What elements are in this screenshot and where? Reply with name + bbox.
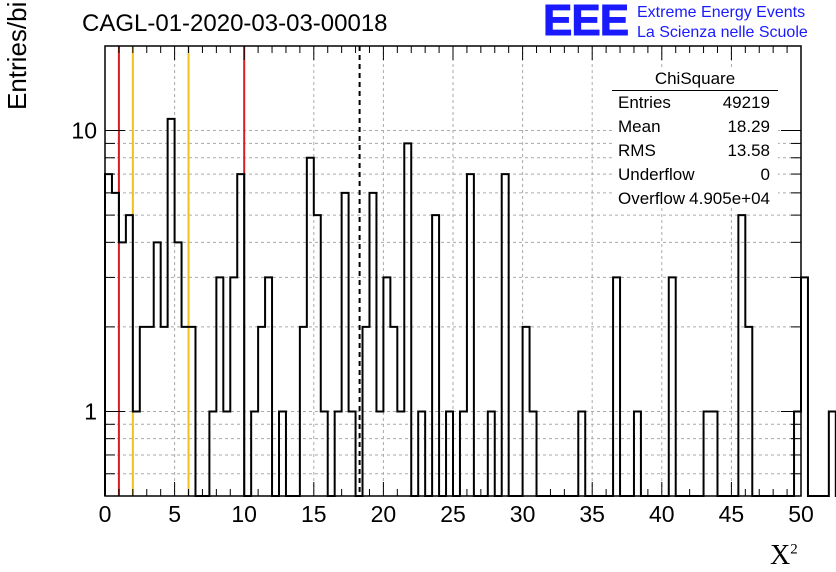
- stats-row-underflow: Underflow 0: [612, 163, 778, 187]
- stats-value: 18.29: [727, 117, 770, 136]
- stats-key: Overflow: [618, 189, 686, 208]
- x-axis-label-base: X: [770, 540, 791, 571]
- stats-key: Underflow: [618, 165, 695, 184]
- stats-row-rms: RMS 13.58: [612, 139, 778, 163]
- eee-logo-mark: EEE: [542, 0, 629, 46]
- stats-value: 13.58: [727, 141, 770, 160]
- x-tick-label: 30: [510, 501, 536, 527]
- logo-line-2: La Scienza nelle Scuole: [637, 24, 808, 41]
- x-tick-label: 25: [440, 501, 466, 527]
- x-tick-label: 0: [99, 501, 112, 527]
- stats-box: ChiSquare Entries 49219 Mean 18.29 RMS 1…: [612, 68, 778, 208]
- chart-title: CAGL-01-2020-03-03-00018: [82, 10, 388, 37]
- x-axis-label-sup: 2: [790, 541, 798, 558]
- x-tick-label: 20: [371, 501, 397, 527]
- y-tick-label: 1: [84, 398, 97, 424]
- tick-layer: 0 5 10 15 20 25 30 35 40 45 50 1 10: [71, 45, 814, 527]
- x-tick-label: 5: [168, 501, 181, 527]
- stats-title: ChiSquare: [612, 68, 778, 91]
- y-axis-label-text: Entries/bin: [2, 0, 32, 110]
- stats-key: Entries: [618, 93, 671, 112]
- stats-key: RMS: [618, 141, 656, 160]
- x-axis-label: X2: [770, 540, 798, 572]
- x-tick-label: 45: [719, 501, 745, 527]
- x-tick-label: 15: [301, 501, 327, 527]
- y-tick-label: 10: [71, 118, 97, 144]
- stats-row-entries: Entries 49219: [612, 91, 778, 115]
- x-tick-label: 50: [788, 501, 814, 527]
- y-axis-label: Entries/bin: [2, 0, 33, 110]
- x-tick-label: 10: [231, 501, 257, 527]
- marker-lines-layer: [117, 46, 361, 496]
- stats-key: Mean: [618, 117, 661, 136]
- logo-line-1: Extreme Energy Events: [637, 4, 806, 21]
- x-tick-label: 35: [579, 501, 605, 527]
- stats-value: 49219: [722, 93, 770, 112]
- stats-row-mean: Mean 18.29: [612, 115, 778, 139]
- x-tick-label: 40: [649, 501, 675, 527]
- stats-row-overflow: Overflow 4.905e+04: [612, 187, 778, 211]
- stats-value: 4.905e+04: [689, 189, 770, 208]
- stats-value: 0: [760, 165, 770, 184]
